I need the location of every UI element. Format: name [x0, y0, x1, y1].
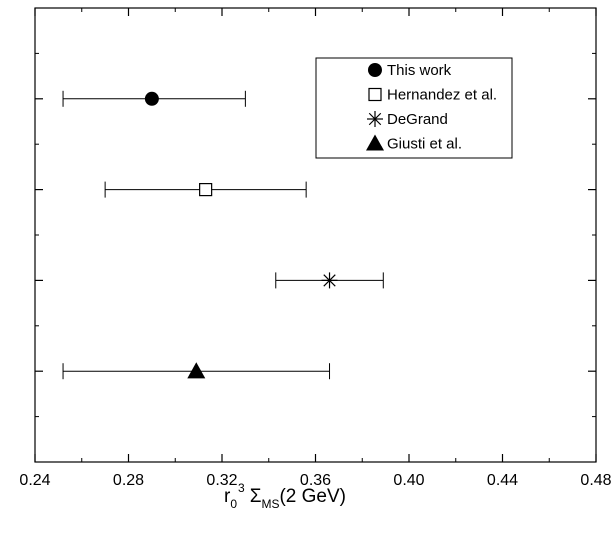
legend-marker [368, 63, 382, 77]
data-point-marker [187, 362, 206, 379]
x-label-rest: (2 GeV) [279, 486, 346, 507]
data-layer [62, 90, 384, 380]
y-axis-ticks [35, 52, 596, 418]
legend-entry: DeGrand [367, 111, 448, 128]
legend-entry: Hernandez et al. [368, 87, 497, 104]
legend-entry: Giusti et al. [366, 134, 462, 153]
x-tick-label: 0.36 [300, 472, 331, 489]
data-point-marker [144, 91, 159, 106]
x-label-sub2: MS [261, 497, 279, 511]
data-point-marker [199, 183, 213, 197]
x-label-base: r [224, 486, 231, 507]
data-point-group [62, 362, 331, 380]
x-tick-label: 0.32 [206, 472, 237, 489]
legend-label: This work [387, 62, 452, 79]
x-tick-label: 0.48 [580, 472, 611, 489]
legend-marker [366, 134, 384, 151]
x-tick-label: 0.44 [487, 472, 518, 489]
legend-entry: This work [368, 62, 452, 79]
x-axis-ticks [34, 8, 597, 462]
legend: This work Hernandez et al. DeGrand Giusti e… [315, 57, 513, 159]
legend-label: Hernandez et al. [387, 87, 497, 104]
legend-label: Giusti et al. [387, 136, 462, 153]
x-tick-label: 0.24 [19, 472, 50, 489]
data-point-marker [321, 272, 338, 289]
legend-box [315, 57, 513, 159]
data-point-group [275, 272, 384, 289]
legend-label: DeGrand [387, 111, 448, 128]
data-point-group [104, 181, 307, 198]
x-axis-label: r03 ΣMS(2 GeV) [224, 481, 346, 511]
x-axis-tick-labels: 0.24 0.28 0.32 0.36 0.40 0.44 0.48 [19, 472, 611, 489]
x-label-sup: 3 [238, 481, 245, 495]
x-label-sigma: Σ [250, 486, 262, 507]
x-tick-label: 0.40 [393, 472, 424, 489]
data-point-group [62, 90, 246, 107]
x-label-sub1: 0 [230, 497, 237, 511]
legend-marker [367, 111, 383, 127]
x-tick-label: 0.28 [113, 472, 144, 489]
legend-marker [368, 87, 382, 102]
